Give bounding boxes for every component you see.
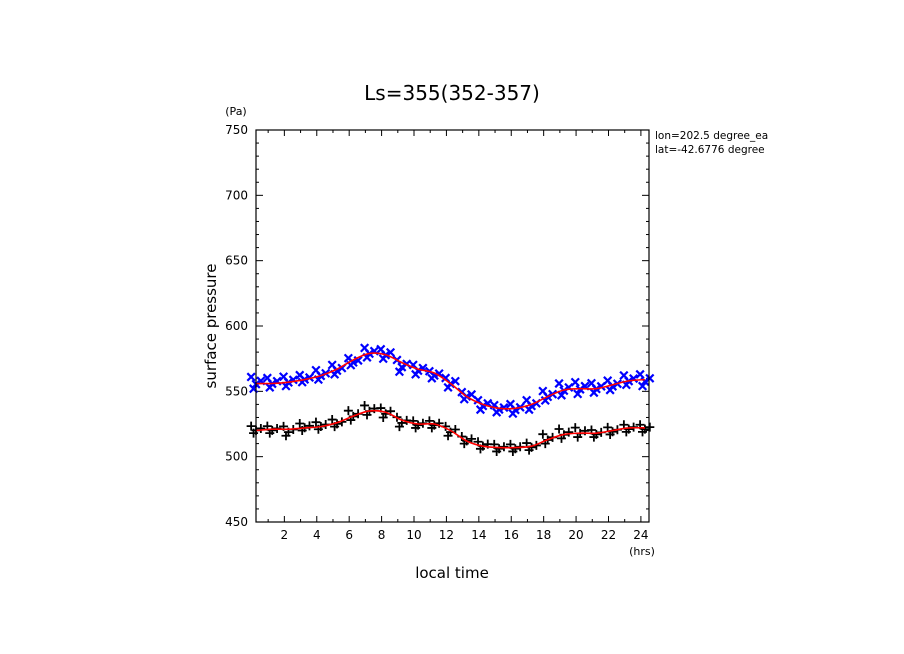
data-point-plus (411, 423, 421, 433)
data-point-plus (443, 431, 453, 441)
data-point-plus (589, 432, 599, 442)
data-point-x (411, 369, 421, 379)
x-tick-label: 16 (504, 528, 519, 542)
fit-line-lower (255, 409, 645, 449)
y-tick-label: 650 (225, 254, 248, 268)
axis-ticks (256, 129, 649, 523)
data-point-x (304, 372, 315, 383)
y-tick-label: 750 (225, 123, 248, 137)
data-point-x (246, 372, 256, 382)
fit-line-upper (255, 352, 646, 410)
data-point-x (394, 367, 405, 377)
data-point-x (427, 373, 437, 383)
x-tick-label: 18 (536, 528, 551, 542)
data-point-x (281, 381, 291, 391)
annotation-lon: lon=202.5 degree_ea (655, 130, 768, 142)
x-tick-label: 24 (633, 528, 648, 542)
data-point-plus (304, 421, 314, 431)
data-point-plus (427, 423, 437, 433)
data-point-plus (603, 422, 613, 432)
data-point-x (554, 378, 564, 389)
y-tick-label: 600 (225, 319, 248, 333)
axis-tick-labels: 2 4 6 8 10 12 14 16 18 20 22 2445050055060065070075… (225, 123, 648, 542)
data-point-plus (295, 418, 305, 428)
data-point-x (492, 407, 502, 417)
x-tick-label: 22 (601, 528, 616, 542)
x-tick-label: 10 (406, 528, 421, 542)
data-point-plus (246, 421, 256, 431)
data-point-x (635, 369, 645, 379)
data-point-x (573, 389, 583, 399)
data-point-x (475, 405, 486, 415)
data-point-x (434, 368, 444, 379)
data-point-plus (645, 422, 655, 432)
data-point-plus (281, 431, 291, 441)
data-point-x (540, 395, 550, 406)
data-point-x (645, 373, 655, 383)
x-tick-label: 6 (345, 528, 353, 542)
data-point-x (556, 390, 567, 400)
x-tick-label: 8 (378, 528, 386, 542)
x-tick-label: 12 (439, 528, 454, 542)
data-point-x (508, 408, 518, 419)
data-point-plus (499, 442, 509, 452)
data-point-x (265, 382, 275, 392)
y-tick-label: 450 (225, 515, 248, 529)
x-unit-label: (hrs) (629, 545, 655, 558)
data-point-plus (554, 424, 564, 434)
y-axis-label: surface pressure (202, 264, 220, 389)
data-point-x (637, 381, 648, 391)
data-point-plus (522, 438, 532, 448)
data-point-plus (327, 415, 337, 425)
chart-title: Ls=355(352-357) (364, 81, 540, 105)
data-point-x (589, 388, 599, 398)
x-tick-label: 14 (471, 528, 486, 542)
x-tick-label: 2 (281, 528, 289, 542)
data-point-plus (570, 423, 580, 433)
data-point-x (570, 377, 580, 387)
data-point-plus (564, 427, 574, 437)
data-point-plus (467, 434, 477, 444)
data-point-x (450, 376, 460, 386)
y-tick-label: 550 (225, 384, 248, 398)
data-point-plus (538, 429, 548, 439)
data-point-plus (508, 446, 518, 456)
data-point-x (397, 362, 407, 372)
data-point-x (443, 382, 453, 392)
data-point-plus (638, 427, 648, 437)
data-markers (246, 343, 655, 456)
y-tick-label: 700 (225, 188, 248, 202)
data-point-x (378, 354, 388, 364)
y-tick-label: 500 (225, 450, 248, 464)
data-point-plus (573, 432, 583, 442)
data-point-plus (311, 417, 321, 427)
data-point-plus (256, 423, 266, 433)
data-point-plus (394, 422, 404, 432)
x-axis-label: local time (415, 564, 489, 582)
data-point-plus (492, 446, 502, 456)
plot-frame (255, 129, 650, 523)
data-point-plus (378, 412, 388, 422)
data-point-x (524, 405, 534, 415)
data-point-x (605, 385, 615, 395)
data-point-plus (343, 406, 353, 416)
y-unit-label: (Pa) (225, 105, 246, 118)
x-tick-label: 4 (313, 528, 321, 542)
data-point-x (499, 402, 509, 413)
data-point-plus (360, 400, 370, 410)
fit-lines (255, 352, 646, 449)
x-tick-label: 20 (568, 528, 583, 542)
data-point-plus (459, 439, 469, 449)
annotation-lat: lat=-42.6776 degree (655, 144, 765, 156)
data-point-plus (450, 424, 460, 434)
